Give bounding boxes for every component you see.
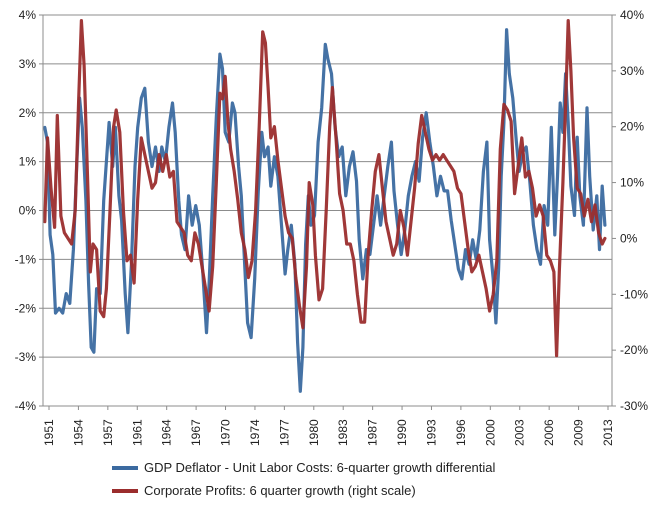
- x-tick-label: 1990: [395, 419, 409, 446]
- legend-swatch-gdp-deflator: [112, 465, 138, 470]
- x-tick-label: 1954: [71, 419, 85, 446]
- x-tick-label: 1996: [454, 419, 468, 446]
- legend-swatch-corporate-profits: [112, 488, 138, 493]
- right-tick-label: 40%: [620, 8, 644, 22]
- x-tick-label: 1951: [42, 419, 56, 446]
- left-tick-label: 2%: [19, 106, 37, 120]
- left-tick-label: 3%: [19, 57, 37, 71]
- x-tick-label: 2000: [483, 419, 497, 446]
- left-tick-label: 4%: [19, 8, 37, 22]
- left-tick-label: 0%: [19, 204, 37, 218]
- legend-item-gdp-deflator: GDP Deflator - Unit Labor Costs: 6-quart…: [112, 456, 495, 479]
- x-tick-label: 2009: [572, 419, 586, 446]
- x-tick-label: 1964: [160, 419, 174, 446]
- legend: GDP Deflator - Unit Labor Costs: 6-quart…: [112, 456, 495, 502]
- legend-item-corporate-profits: Corporate Profits: 6 quarter growth (rig…: [112, 479, 495, 502]
- x-tick-label: 1957: [101, 419, 115, 446]
- x-tick-label: 1970: [219, 419, 233, 446]
- x-tick-label: 1967: [189, 419, 203, 446]
- left-tick-label: -3%: [15, 350, 37, 364]
- x-axis: 1951 1954 1957 1961 1964 1967 1970 1974 1977 1980…: [42, 406, 615, 446]
- legend-label-corporate-profits: Corporate Profits: 6 quarter growth (rig…: [144, 483, 416, 498]
- x-tick-label: 1987: [366, 419, 380, 446]
- series-line-gdp-deflator: [43, 28, 607, 393]
- right-tick-label: 10%: [620, 176, 644, 190]
- right-tick-label: 20%: [620, 120, 644, 134]
- x-tick-label: 2003: [513, 419, 527, 446]
- x-tick-label: 1961: [130, 419, 144, 446]
- right-axis: -30% -20% -10% 0% 10% 20% 30% 40%: [611, 8, 648, 413]
- right-tick-label: 0%: [620, 231, 638, 245]
- series-layer: [43, 19, 607, 393]
- left-tick-label: 1%: [19, 155, 37, 169]
- x-tick-label: 2006: [542, 419, 556, 446]
- x-tick-label: 1993: [424, 419, 438, 446]
- x-tick-label: 1974: [248, 419, 262, 446]
- left-tick-label: -2%: [15, 301, 37, 315]
- x-tick-label: 1983: [336, 419, 350, 446]
- x-tick-label: 1977: [277, 419, 291, 446]
- right-tick-label: 30%: [620, 64, 644, 78]
- left-axis: -4% -3% -2% -1% 0% 1% 2% 3% 4%: [15, 8, 44, 413]
- left-tick-label: -4%: [15, 399, 37, 413]
- left-tick-label: -1%: [15, 252, 37, 266]
- series-line-corporate-profits: [43, 19, 607, 358]
- right-tick-label: -20%: [620, 343, 648, 357]
- x-tick-label: 2013: [601, 419, 615, 446]
- right-tick-label: -10%: [620, 287, 648, 301]
- legend-label-gdp-deflator: GDP Deflator - Unit Labor Costs: 6-quart…: [144, 460, 496, 475]
- right-tick-label: -30%: [620, 399, 648, 413]
- x-tick-label: 1980: [307, 419, 321, 446]
